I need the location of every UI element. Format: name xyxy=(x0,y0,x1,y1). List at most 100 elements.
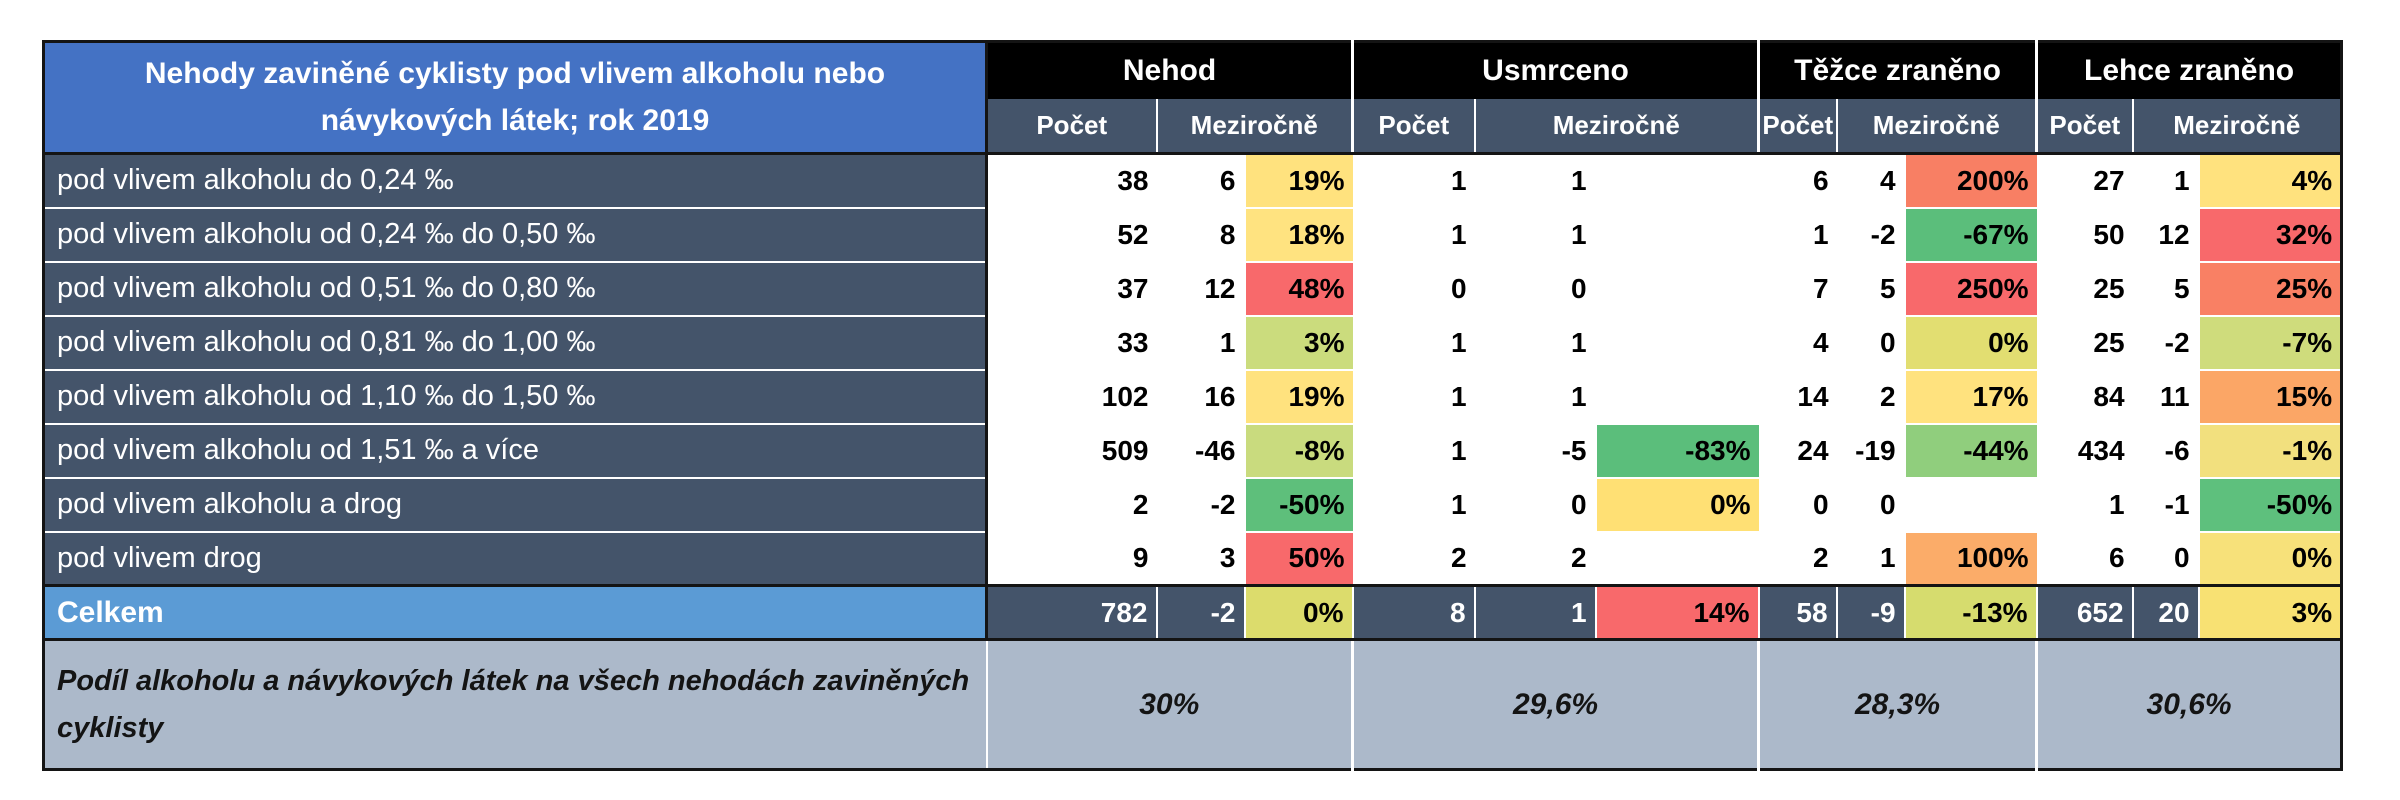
cell-change: -19 xyxy=(1836,423,1905,479)
table-row: pod vlivem alkoholu od 1,51 ‰ a více 509… xyxy=(43,423,2342,479)
row-label: pod vlivem alkoholu od 1,51 ‰ a více xyxy=(43,423,988,479)
subheader-pocet: Počet xyxy=(985,98,1157,155)
cell-percent: 0% xyxy=(1243,584,1353,641)
footer-share-tezce: 28,3% xyxy=(1758,639,2039,770)
cell-percent xyxy=(1594,531,1759,587)
cell-count: 27 xyxy=(2036,153,2133,209)
table-row: pod vlivem alkoholu a drog 2 -2 -50% 1 0… xyxy=(43,477,2342,533)
cell-count: 434 xyxy=(2036,423,2133,479)
cell-percent: 0% xyxy=(1903,315,2037,371)
footer-share-nehod: 30% xyxy=(986,639,1355,770)
cell-percent: 50% xyxy=(1243,531,1353,587)
cell-count: 1 xyxy=(1352,369,1475,425)
cell-change: -5 xyxy=(1474,423,1596,479)
cell-percent: 32% xyxy=(2197,207,2342,263)
cell-change: 0 xyxy=(1474,261,1596,317)
cell-percent: 0% xyxy=(1594,477,1759,533)
cell-count: 4 xyxy=(1758,315,1837,371)
cell-change: 1 xyxy=(1473,584,1596,641)
cell-count: 509 xyxy=(986,423,1157,479)
cell-count: 50 xyxy=(2036,207,2133,263)
cell-change: 12 xyxy=(1156,261,1245,317)
cell-percent: 200% xyxy=(1903,153,2037,209)
cell-count: 2 xyxy=(986,477,1157,533)
total-label: Celkem xyxy=(43,584,988,641)
cell-count: 84 xyxy=(2036,369,2133,425)
cell-percent: -13% xyxy=(1903,584,2037,641)
cell-count: 6 xyxy=(2036,531,2133,587)
cell-percent: -44% xyxy=(1903,423,2037,479)
cell-count: 24 xyxy=(1758,423,1837,479)
row-label: pod vlivem alkoholu od 0,81 ‰ do 1,00 ‰ xyxy=(43,315,988,371)
row-label: pod vlivem alkoholu a drog xyxy=(43,477,988,533)
cell-count: 37 xyxy=(986,261,1157,317)
cell-percent: 18% xyxy=(1243,207,1353,263)
total-row: Celkem 782 -2 0% 8 1 14% 58 -9 -13% 652 … xyxy=(43,584,2342,641)
cell-count: 1 xyxy=(1352,477,1475,533)
table-row: pod vlivem drog 9 3 50% 2 2 2 1 100% 6 0… xyxy=(43,531,2342,587)
table-row: pod vlivem alkoholu od 0,24 ‰ do 0,50 ‰ … xyxy=(43,207,2342,263)
cell-change: -2 xyxy=(1155,584,1245,641)
cell-percent xyxy=(1903,477,2037,533)
row-label: pod vlivem alkoholu od 0,24 ‰ do 0,50 ‰ xyxy=(43,207,988,263)
cell-percent: -7% xyxy=(2197,315,2342,371)
cell-percent: 19% xyxy=(1243,153,1353,209)
cell-percent: -1% xyxy=(2197,423,2342,479)
row-label: pod vlivem alkoholu od 1,10 ‰ do 1,50 ‰ xyxy=(43,369,988,425)
cell-change: 2 xyxy=(1836,369,1905,425)
cell-count: 1 xyxy=(1352,315,1475,371)
cell-percent: 100% xyxy=(1903,531,2037,587)
cell-change: -46 xyxy=(1156,423,1245,479)
cell-percent xyxy=(1594,153,1759,209)
cell-count: 1 xyxy=(1352,423,1475,479)
cell-count: 38 xyxy=(986,153,1157,209)
cell-change: 1 xyxy=(1474,207,1596,263)
subheader-mezirocne: Meziročně xyxy=(1473,98,1759,155)
cell-change: 11 xyxy=(2132,369,2199,425)
cell-change: 0 xyxy=(1836,315,1905,371)
row-label: pod vlivem alkoholu od 0,51 ‰ do 0,80 ‰ xyxy=(43,261,988,317)
subheader-pocet: Počet xyxy=(1351,98,1475,155)
footer-label: Podíl alkoholu a návykových látek na vše… xyxy=(43,639,988,770)
subheader-mezirocne: Meziročně xyxy=(1835,98,2037,155)
cell-percent: 3% xyxy=(2197,584,2342,641)
cell-change: 3 xyxy=(1156,531,1245,587)
group-header-usmrceno: Usmrceno xyxy=(1351,41,1759,99)
group-header-lehce: Lehce zraněno xyxy=(2035,41,2342,99)
cell-percent: 25% xyxy=(2197,261,2342,317)
cell-change: 6 xyxy=(1156,153,1245,209)
cell-count: 8 xyxy=(1351,584,1475,641)
cell-percent xyxy=(1594,315,1759,371)
cell-percent: -50% xyxy=(1243,477,1353,533)
cell-count: 0 xyxy=(1758,477,1837,533)
cell-change: 5 xyxy=(2132,261,2199,317)
cell-change: -2 xyxy=(1156,477,1245,533)
cell-change: 1 xyxy=(2132,153,2199,209)
accidents-table: Nehody zaviněné cyklisty pod vlivem alko… xyxy=(42,40,2344,771)
cell-percent: -83% xyxy=(1594,423,1759,479)
cell-count: 9 xyxy=(986,531,1157,587)
cell-count: 1 xyxy=(2036,477,2133,533)
group-header-tezce: Těžce zraněno xyxy=(1757,41,2037,99)
cell-count: 102 xyxy=(986,369,1157,425)
table-row: pod vlivem alkoholu od 0,81 ‰ do 1,00 ‰ … xyxy=(43,315,2342,371)
cell-change: -2 xyxy=(2132,315,2199,371)
subheader-mezirocne: Meziročně xyxy=(1155,98,1353,155)
cell-change: 1 xyxy=(1474,315,1596,371)
footer-row: Podíl alkoholu a návykových látek na vše… xyxy=(43,639,2342,770)
cell-percent xyxy=(1594,369,1759,425)
cell-change: 1 xyxy=(1156,315,1245,371)
cell-count: 2 xyxy=(1352,531,1475,587)
cell-count: 58 xyxy=(1757,584,1837,641)
row-label: pod vlivem alkoholu do 0,24 ‰ xyxy=(43,153,988,209)
cell-change: -6 xyxy=(2132,423,2199,479)
footer-share-usmrceno: 29,6% xyxy=(1352,639,1761,770)
table-row: pod vlivem alkoholu od 1,10 ‰ do 1,50 ‰ … xyxy=(43,369,2342,425)
cell-change: 1 xyxy=(1474,153,1596,209)
cell-percent xyxy=(1594,261,1759,317)
cell-percent: 15% xyxy=(2197,369,2342,425)
cell-count: 782 xyxy=(985,584,1157,641)
cell-change: 1 xyxy=(1836,531,1905,587)
cell-count: 1 xyxy=(1758,207,1837,263)
cell-percent: -50% xyxy=(2197,477,2342,533)
